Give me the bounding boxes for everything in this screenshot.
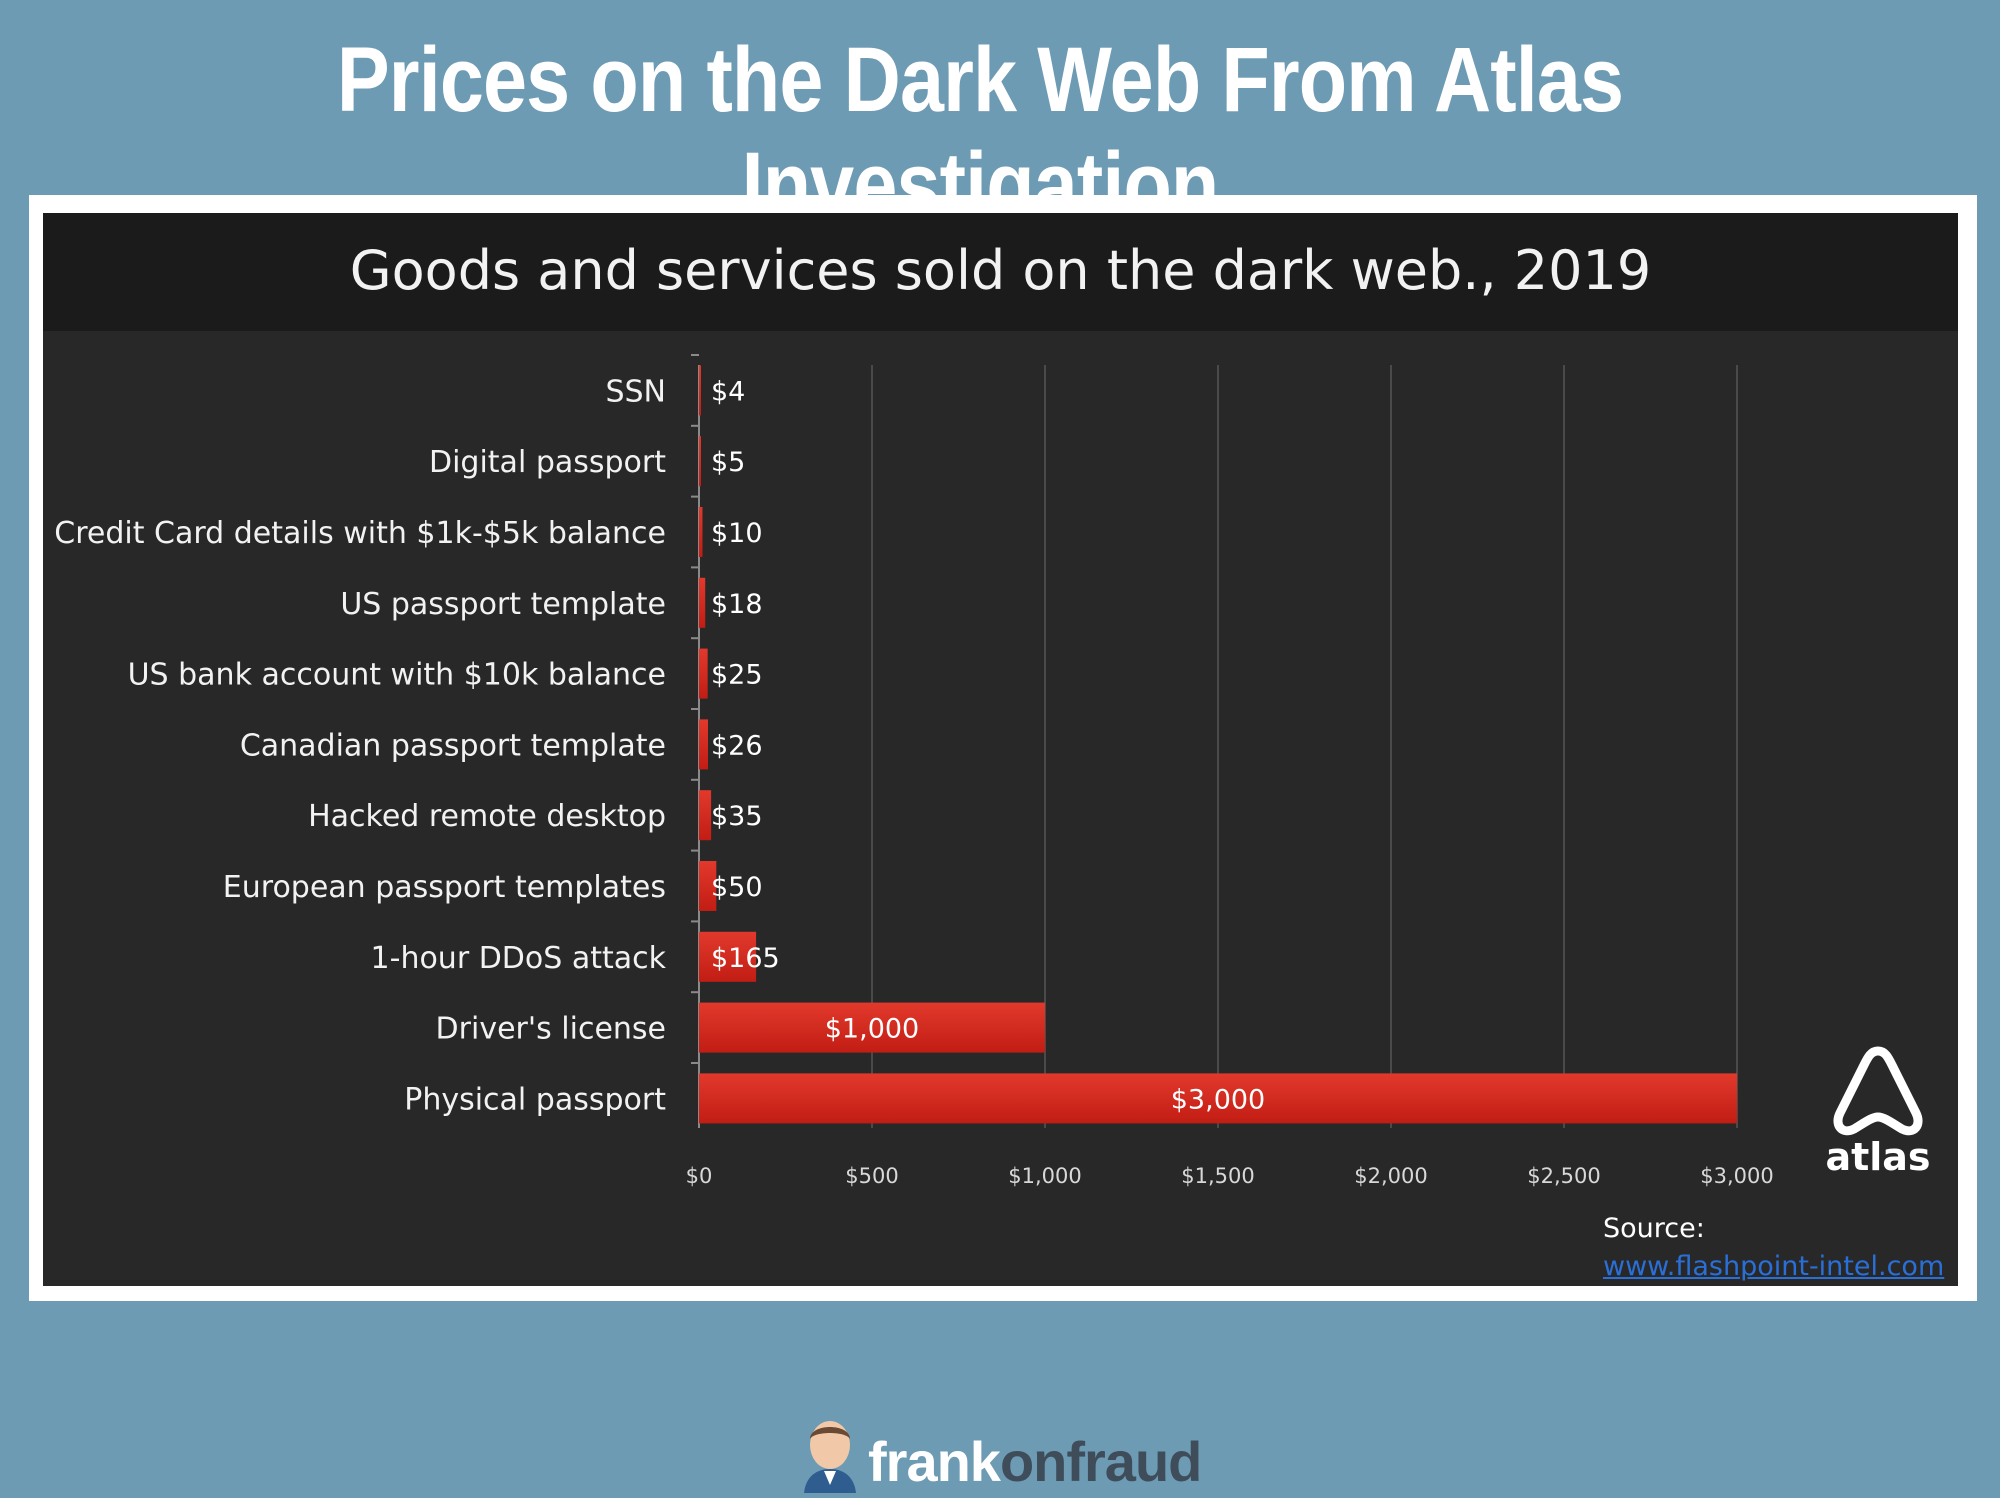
x-tick-label: $1,500 <box>1181 1164 1254 1188</box>
data-label: $25 <box>711 660 763 691</box>
category-label: European passport templates <box>223 870 666 905</box>
x-tick-label: $2,000 <box>1354 1164 1427 1188</box>
category-label: Digital passport <box>429 445 666 480</box>
x-tick-label: $500 <box>845 1164 898 1188</box>
bar <box>699 719 708 770</box>
bar <box>699 436 701 487</box>
source-label: Source: <box>1603 1213 1705 1244</box>
bar-chart: $0 $500 $1,000 $1,500 $2,000 $2,500 $3,000 SSN $… <box>54 354 1774 1188</box>
data-label: $3,000 <box>1171 1084 1265 1115</box>
x-tick-label: $2,500 <box>1527 1164 1600 1188</box>
category-label: Driver's license <box>436 1012 666 1047</box>
atlas-a-icon <box>1833 1046 1923 1136</box>
brand-logo: frankonfraud <box>800 1412 1202 1493</box>
bar <box>699 365 701 416</box>
category-label: US bank account with $10k balance <box>128 658 666 693</box>
category-label: Credit Card details with $1k-$5k balance <box>54 516 666 551</box>
bar <box>699 931 757 982</box>
brand-name-onfraud: onfraud <box>999 1430 1202 1493</box>
category-label: Physical passport <box>404 1082 666 1117</box>
data-label: $35 <box>711 801 763 832</box>
x-tick-label: $0 <box>686 1164 713 1188</box>
bar <box>699 790 712 841</box>
data-label: $26 <box>711 730 763 761</box>
brand-name: frankonfraud <box>868 1430 1202 1493</box>
bar <box>699 577 706 628</box>
data-label: $4 <box>711 376 745 407</box>
avatar <box>800 1415 860 1493</box>
data-label: $1,000 <box>825 1014 919 1045</box>
category-label: SSN <box>605 374 666 409</box>
category-label: Hacked remote desktop <box>308 799 666 834</box>
atlas-logo-text: atlas <box>1825 1135 1931 1179</box>
category-label: US passport template <box>340 587 666 622</box>
brand-name-frank: frank <box>868 1430 1001 1493</box>
data-label: $5 <box>711 447 745 478</box>
chart-title: Goods and services sold on the dark web.… <box>349 239 1652 302</box>
bar <box>699 648 708 699</box>
atlas-logo: atlas <box>1808 1043 1948 1179</box>
category-label: Canadian passport template <box>240 728 666 763</box>
data-label: $165 <box>711 943 780 974</box>
data-label: $10 <box>711 518 763 549</box>
source-link[interactable]: www.flashpoint-intel.com <box>1603 1251 1945 1282</box>
chart-panel: Goods and services sold on the dark web.… <box>43 213 1958 1286</box>
chart-title-bar <box>43 213 1958 331</box>
bar <box>699 1073 1737 1124</box>
x-tick-label: $1,000 <box>1008 1164 1081 1188</box>
bar <box>699 861 717 911</box>
bar <box>699 507 703 557</box>
data-label: $18 <box>711 589 763 620</box>
bar <box>699 1002 1045 1053</box>
data-label: $50 <box>711 872 763 903</box>
x-tick-label: $3,000 <box>1700 1164 1773 1188</box>
category-label: 1-hour DDoS attack <box>371 941 667 976</box>
page-title: Prices on the Dark Web From Atlas Invest… <box>336 29 1624 236</box>
